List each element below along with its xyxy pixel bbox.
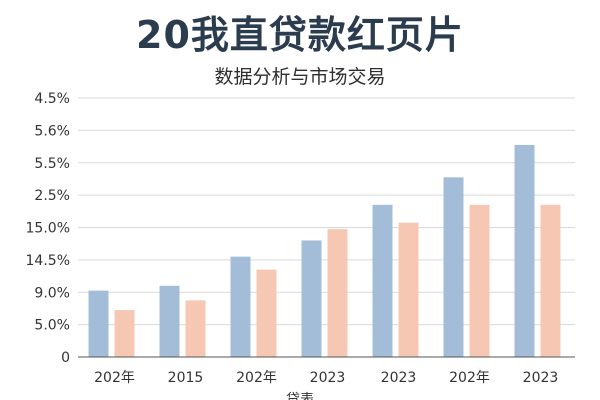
y-tick-label: 5.0% bbox=[34, 318, 70, 334]
gridlines bbox=[78, 97, 575, 326]
x-axis-ticks: 202年 2015 202年 2023 2023 202年 2023 bbox=[94, 370, 558, 386]
bar-series-2-6 bbox=[469, 204, 490, 357]
x-tick-label: 2015 bbox=[168, 370, 204, 386]
y-tick-label: 14.5% bbox=[26, 253, 70, 269]
bar-series-1-5 bbox=[372, 204, 393, 357]
y-tick-label: 4.5% bbox=[34, 91, 70, 107]
bar-series-2-2 bbox=[185, 300, 206, 357]
y-tick-label: 15.0% bbox=[26, 221, 70, 237]
x-tick-label: 202年 bbox=[449, 370, 490, 386]
y-tick-label: 2.5% bbox=[34, 188, 70, 204]
bar-series-1-1 bbox=[88, 290, 109, 357]
bar-series-1-3 bbox=[230, 256, 251, 357]
x-tick-label: 202年 bbox=[94, 370, 135, 386]
y-tick-label: 9.0% bbox=[34, 285, 70, 301]
bar-series-1-2 bbox=[159, 285, 180, 357]
y-tick-label: 5.5% bbox=[34, 156, 70, 172]
y-tick-label: 5.6% bbox=[34, 123, 70, 139]
chart-subtitle: 数据分析与市场交易 bbox=[214, 66, 386, 88]
x-tick-label: 202年 bbox=[236, 370, 277, 386]
chart-title: 20我直贷款红页片 bbox=[136, 13, 464, 57]
bar-series-2-4 bbox=[327, 229, 348, 357]
bar-series-1-6 bbox=[443, 177, 464, 357]
x-tick-label: 2023 bbox=[310, 370, 346, 386]
bars bbox=[88, 144, 561, 357]
x-tick-label: 2023 bbox=[523, 370, 559, 386]
x-tick-label: 2023 bbox=[381, 370, 417, 386]
bar-series-2-3 bbox=[256, 269, 277, 357]
bar-series-2-5 bbox=[398, 222, 419, 357]
bar-series-2-7 bbox=[540, 204, 561, 357]
bar-series-1-4 bbox=[301, 240, 322, 357]
bar-series-2-1 bbox=[114, 310, 135, 357]
bar-series-1-7 bbox=[514, 144, 535, 357]
x-axis-label: 贷表 bbox=[286, 392, 314, 400]
y-tick-label: 0 bbox=[61, 350, 70, 366]
y-axis-ticks: 0 5.0% 9.0% 14.5% 15.0% 2.5% 5.5% 5.6% 4.5% bbox=[26, 91, 70, 366]
